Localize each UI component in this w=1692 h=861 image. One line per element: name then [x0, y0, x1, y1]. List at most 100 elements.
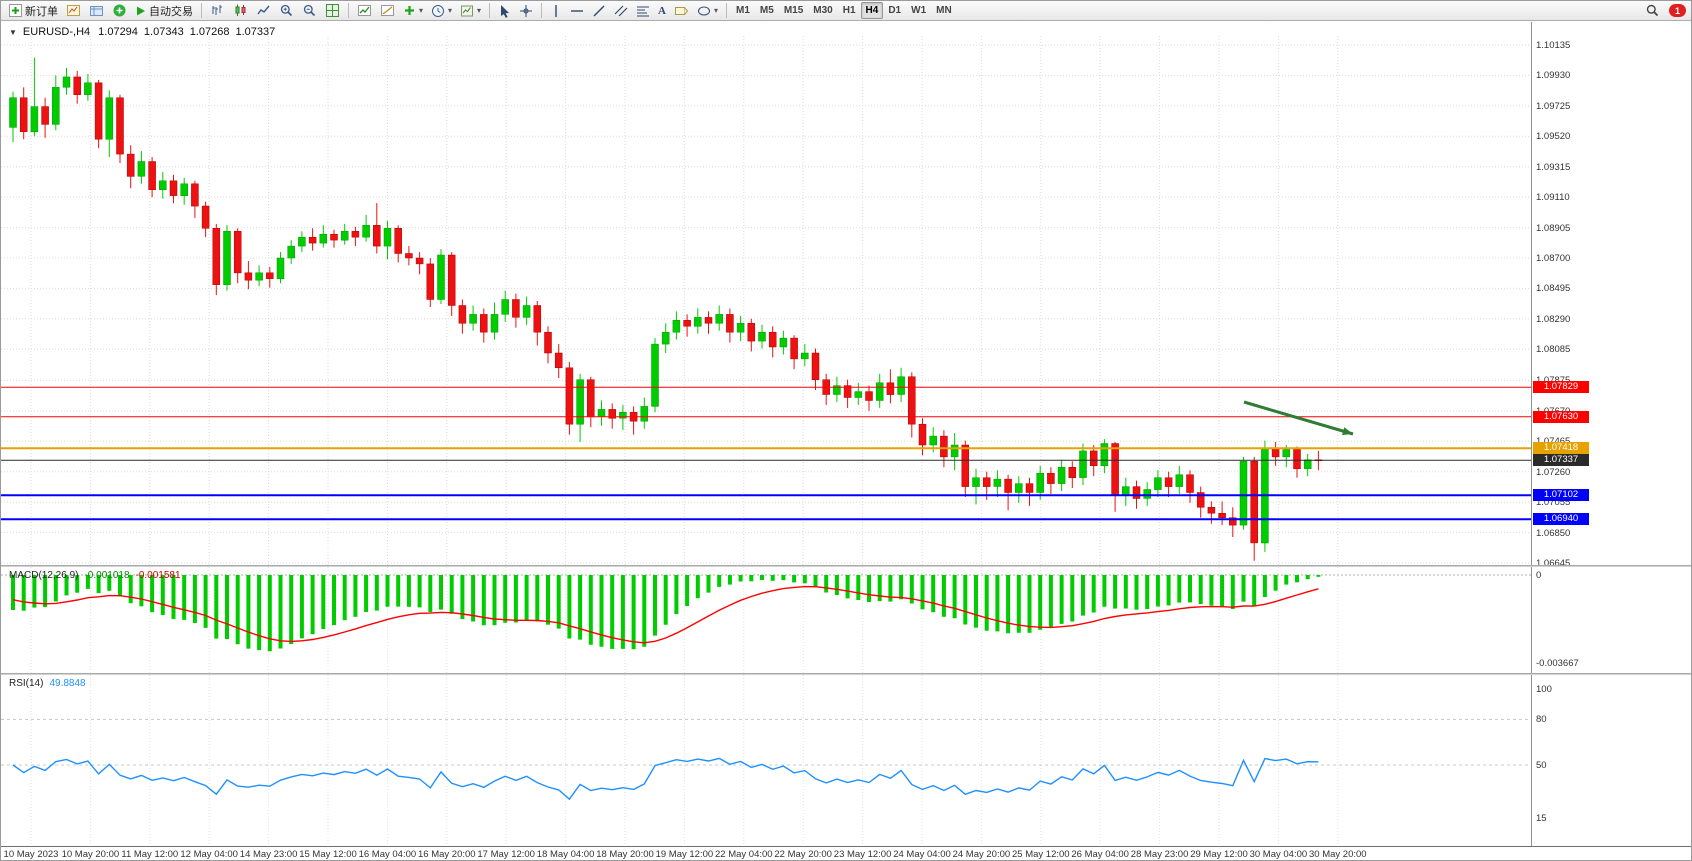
zoom-out-icon [303, 4, 316, 17]
candle-body [554, 352, 563, 369]
add-indicator-button[interactable]: ▾ [399, 2, 427, 20]
price-axis-label: 1.07055 [1536, 497, 1571, 509]
candle-body [1079, 450, 1087, 478]
vertical-line-tool-button[interactable] [546, 2, 566, 20]
macd-signal-line [12, 585, 1319, 644]
price-level-badge: 1.07418 [1533, 442, 1589, 454]
time-axis-label: 22 May 20:00 [774, 849, 832, 860]
trendline-icon [593, 5, 605, 16]
candle-body [405, 253, 413, 259]
shapes-tool-button[interactable]: ▾ [693, 2, 722, 20]
rsi-axis[interactable]: 100 80 50 15 [1532, 675, 1691, 846]
chevron-down-icon: ▾ [419, 5, 424, 15]
candle-body [30, 106, 39, 133]
candle-body [736, 323, 745, 333]
fibonacci-icon [637, 6, 650, 16]
arrow-annotation [1243, 400, 1354, 436]
price-axis-separator [1531, 22, 1532, 846]
channel-icon [614, 5, 628, 16]
time-axis-label: 25 May 12:00 [1012, 849, 1070, 860]
candle-body [1207, 507, 1216, 514]
candle-body [169, 180, 178, 196]
timeframe-mn[interactable]: MN [931, 2, 957, 19]
candle-body [950, 444, 959, 458]
timeframe-m30[interactable]: M30 [808, 2, 837, 19]
timeframe-h1[interactable]: H1 [838, 2, 861, 19]
candlestick-icon [235, 4, 246, 16]
indicator-list-icon [358, 5, 371, 16]
line-chart-icon [257, 5, 270, 15]
text-tool-button[interactable]: A [654, 2, 670, 20]
candle-body [704, 317, 713, 324]
time-axis[interactable]: 10 May 2023 10 May 20:00 11 May 12:00 12 Ma… [1, 847, 1691, 860]
new-order-button[interactable]: 新订单 [4, 2, 62, 20]
candle-body [212, 228, 221, 285]
template-icon [461, 5, 474, 16]
chevron-down-icon[interactable]: ▼ [9, 27, 17, 37]
channel-tool-button[interactable] [610, 2, 632, 20]
timeframe-m15[interactable]: M15 [779, 2, 808, 19]
arrow-head [1342, 427, 1353, 435]
horizontal-line-tool-button[interactable] [566, 2, 588, 20]
candle-body [512, 299, 520, 318]
crosshair-button[interactable] [515, 2, 537, 20]
macd-panel-plot[interactable] [1, 567, 1531, 673]
fibonacci-tool-button[interactable] [632, 2, 654, 20]
candle-body [298, 236, 306, 247]
market-watch-button[interactable] [108, 2, 131, 20]
main-chart-plot[interactable] [1, 22, 1531, 565]
zoom-out-button[interactable] [298, 2, 321, 20]
timeframe-h4[interactable]: H4 [860, 2, 884, 19]
candle-body [426, 263, 435, 300]
macd-axis[interactable]: 0 -0.003667 [1532, 567, 1691, 673]
trendline-tool-button[interactable] [588, 2, 610, 20]
symbol-period-label: EURUSD-,H4 [22, 26, 91, 38]
ohlc-close-value: 1.07337 [235, 26, 276, 38]
timeframe-d1[interactable]: D1 [883, 2, 906, 19]
rsi-panel-plot[interactable] [1, 675, 1531, 846]
autotrade-button[interactable]: 自动交易 [131, 2, 197, 20]
time-axis-label: 28 May 23:00 [1130, 849, 1189, 860]
cursor-button[interactable] [494, 2, 515, 20]
candle-body [982, 477, 991, 487]
candle-body [105, 97, 114, 140]
timeframe-w1[interactable]: W1 [906, 2, 931, 19]
bar-chart-button[interactable] [206, 2, 229, 20]
periods-button[interactable]: ▾ [427, 2, 456, 20]
candle-body [233, 231, 242, 274]
tile-windows-button[interactable] [321, 2, 344, 20]
new-order-label: 新订单 [25, 5, 58, 18]
price-axis[interactable]: 1.10135 1.09930 1.09725 1.09520 1.09315 1.091… [1532, 22, 1691, 569]
candlestick-chart-button[interactable] [229, 2, 252, 20]
templates-button[interactable]: ▾ [456, 2, 485, 20]
candle-body [865, 391, 873, 401]
candle-body [41, 106, 49, 125]
label-tool-button[interactable] [670, 2, 693, 20]
candle-body [1218, 513, 1226, 519]
candle-body [469, 314, 477, 324]
candle-body [244, 272, 253, 281]
candle-body [501, 299, 509, 315]
panel-resize-handle[interactable] [1, 565, 1691, 567]
price-axis-label: 1.08905 [1536, 222, 1571, 234]
indicator-list-button[interactable] [353, 2, 376, 20]
panel-resize-handle[interactable] [1, 673, 1691, 675]
candle-body [790, 337, 798, 360]
search-button[interactable] [1641, 2, 1664, 20]
zoom-in-button[interactable] [275, 2, 298, 20]
candle-body [1111, 443, 1119, 496]
timeframe-m1[interactable]: M1 [731, 2, 755, 19]
chart-header: ▼ EURUSD-,H4 1.07294 1.07343 1.07268 1.0… [9, 26, 275, 38]
candle-body [137, 161, 146, 177]
time-axis-label: 18 May 20:00 [596, 849, 654, 860]
objects-list-button[interactable] [376, 2, 399, 20]
notification-badge[interactable]: 1 [1669, 4, 1686, 17]
profiles-button[interactable] [85, 2, 108, 20]
candle-body [319, 233, 328, 244]
line-chart-button[interactable] [252, 2, 275, 20]
timeframe-m5[interactable]: M5 [755, 2, 779, 19]
price-axis-label: 1.08290 [1536, 313, 1571, 325]
time-axis-label: 18 May 04:00 [536, 849, 595, 860]
new-chart-button[interactable] [62, 2, 85, 20]
clock-icon [432, 4, 445, 17]
